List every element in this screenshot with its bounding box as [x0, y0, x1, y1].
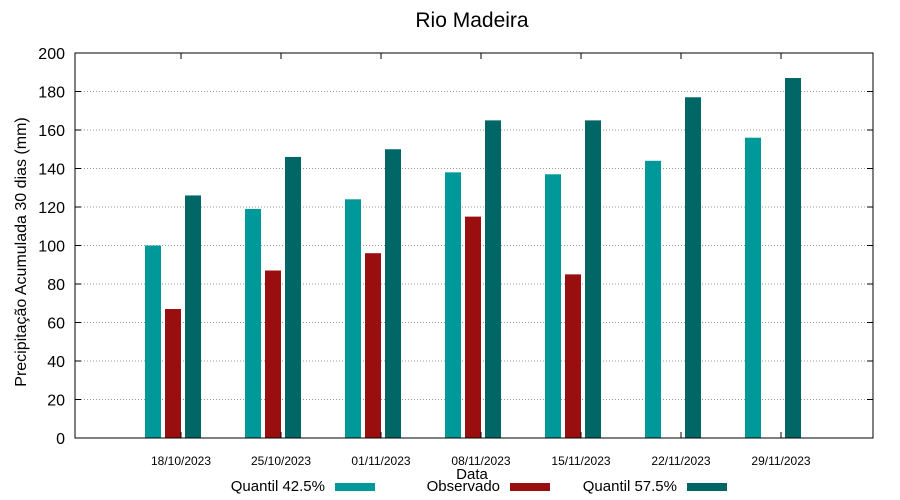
y-tick-label: 60: [47, 316, 65, 333]
y-tick-label: 20: [47, 393, 65, 410]
chart-title: Rio Madeira: [415, 9, 529, 32]
y-tick-label: 0: [56, 431, 65, 448]
legend-label: Quantil 42.5%: [231, 478, 325, 495]
y-axis-ticks: 0 20 40 60 80 100 120 140 160 180 200: [38, 46, 873, 448]
bar-quantil-57-5-0: [185, 195, 201, 438]
bar-quantil-42-5-0: [145, 245, 161, 438]
legend-swatch: [510, 483, 550, 491]
x-axis-label: Data: [456, 466, 488, 483]
bar-quantil-42-5-2: [345, 199, 361, 438]
bar-quantil-42-5-6: [745, 137, 761, 438]
bar-quantil-57-5-6: [785, 78, 801, 439]
bar-quantil-42-5-1: [245, 208, 261, 438]
y-tick-label: 140: [38, 162, 65, 179]
bar-observado-3: [465, 216, 481, 438]
bar-quantil-57-5-3: [485, 120, 501, 438]
y-tick-label: 80: [47, 277, 65, 294]
bar-quantil-57-5-1: [285, 156, 301, 438]
legend-label: Observado: [427, 478, 500, 495]
bar-quantil-57-5-4: [585, 120, 601, 438]
bar-quantil-42-5-4: [545, 174, 561, 438]
y-tick-label: 120: [38, 200, 65, 217]
x-tick-label: 29/11/2023: [751, 454, 810, 468]
bar-observado-1: [265, 270, 281, 438]
y-tick-label: 180: [38, 85, 65, 102]
x-tick-label: 22/11/2023: [651, 454, 710, 468]
y-tick-label: 160: [38, 123, 65, 140]
legend-swatch: [335, 483, 375, 491]
y-tick-label: 40: [47, 354, 65, 371]
legend-label: Quantil 57.5%: [583, 478, 677, 495]
x-tick-label: 18/10/2023: [151, 454, 211, 468]
legend: Quantil 42.5% Observado Quantil 57.5%: [231, 478, 727, 495]
bars: [145, 78, 801, 439]
bar-observado-4: [565, 274, 581, 438]
legend-swatch: [687, 483, 727, 491]
y-tick-label: 200: [38, 46, 65, 63]
bar-quantil-57-5-5: [685, 97, 701, 439]
x-tick-label: 25/10/2023: [251, 454, 311, 468]
x-tick-label: 15/11/2023: [551, 454, 610, 468]
bar-observado-2: [365, 253, 381, 438]
y-tick-label: 100: [38, 239, 65, 256]
x-tick-label: 01/11/2023: [351, 454, 410, 468]
bar-quantil-42-5-5: [645, 160, 661, 439]
bar-quantil-42-5-3: [445, 172, 461, 438]
y-axis-label: Precipitação Acumulada 30 dias (mm): [13, 117, 30, 386]
bar-observado-0: [165, 309, 181, 438]
x-axis-ticks: 18/10/2023 25/10/2023 01/11/2023 08/11/2023…: [151, 53, 811, 468]
bar-quantil-57-5-2: [385, 149, 401, 438]
x-tick-label: 08/11/2023: [451, 454, 510, 468]
